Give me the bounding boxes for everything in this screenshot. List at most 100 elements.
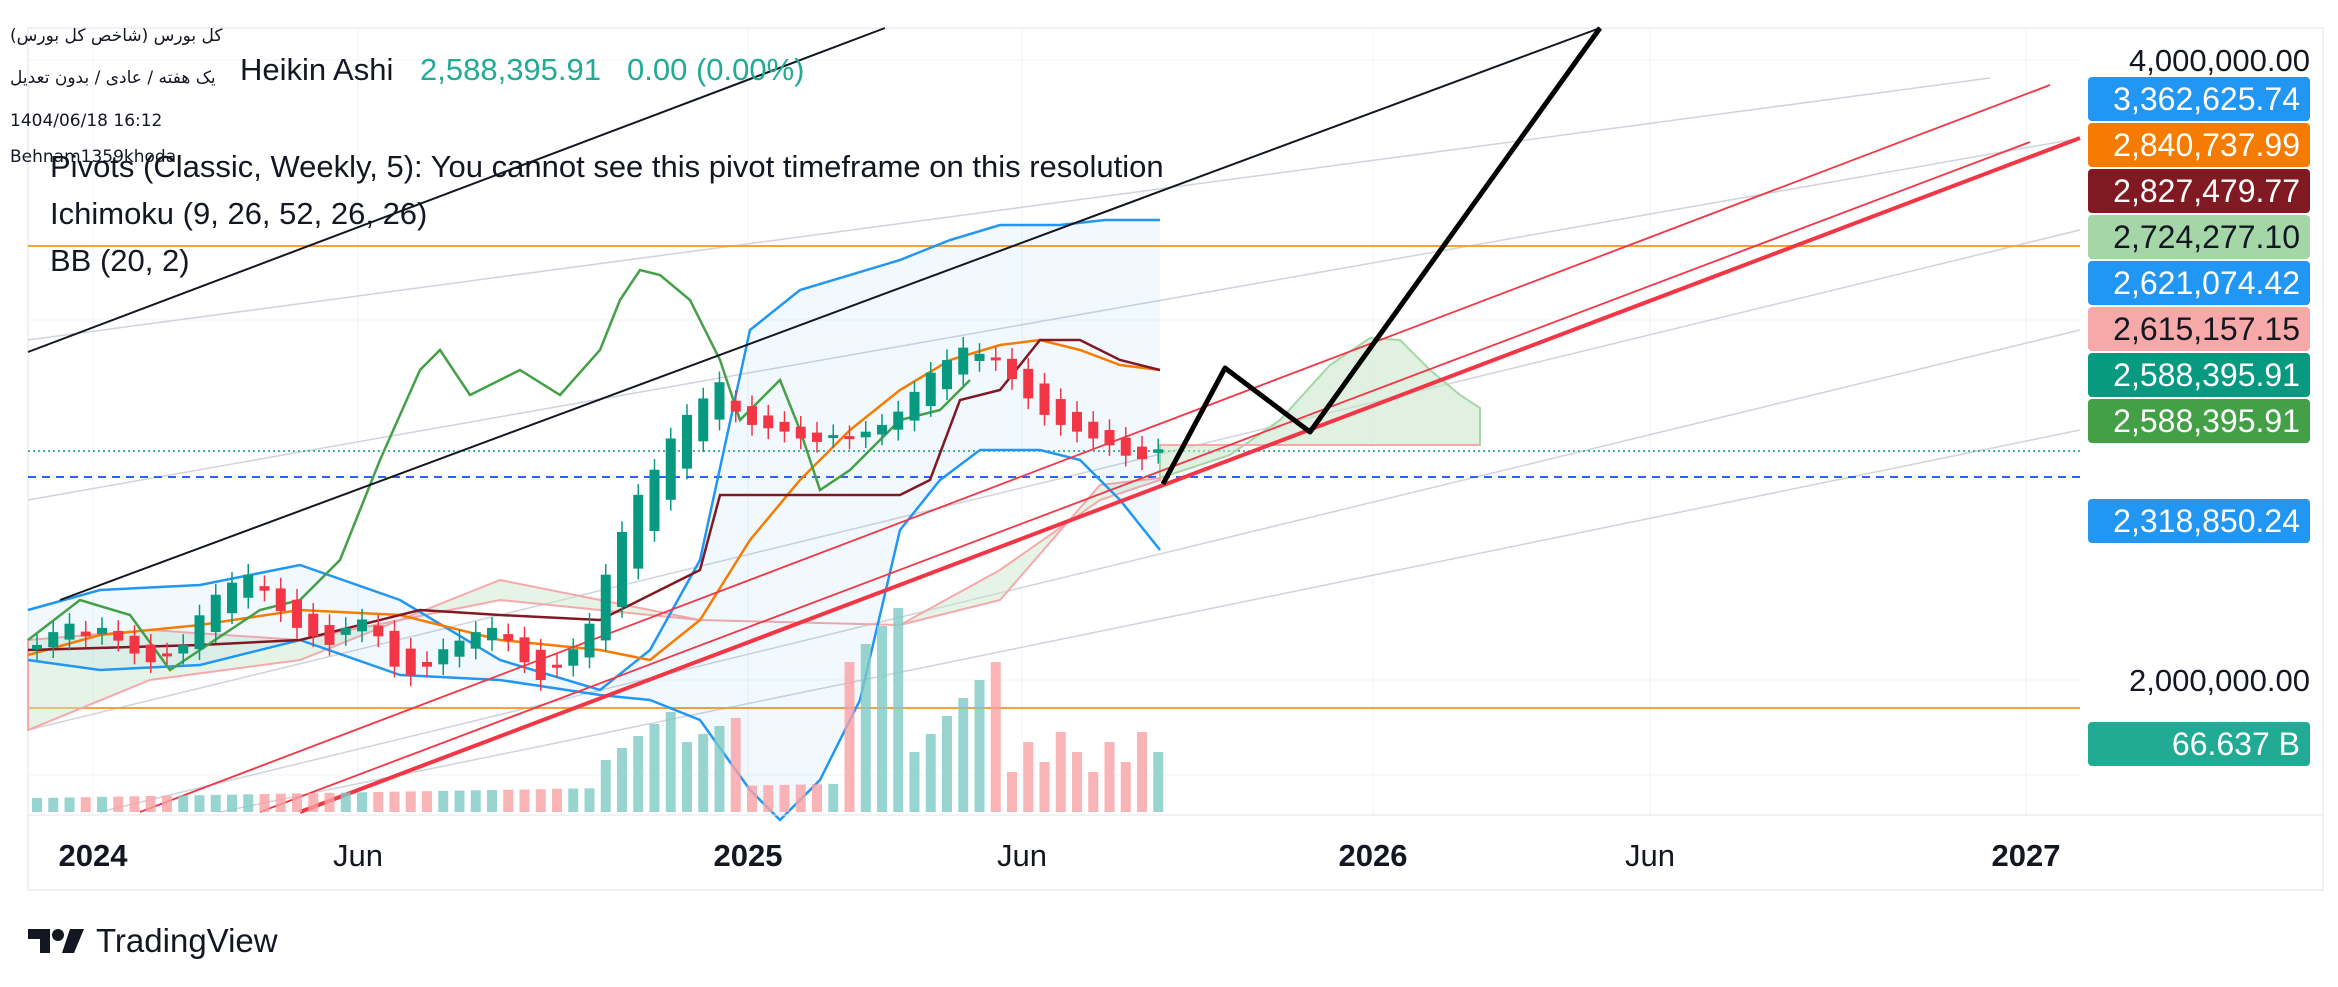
volume-bar <box>568 788 579 812</box>
volume-bar <box>48 797 59 812</box>
bb-upper <box>27 218 1160 692</box>
chart-frame <box>27 27 2324 891</box>
candle <box>438 649 449 665</box>
x-tick-label: Jun <box>1625 838 1675 873</box>
volume-bar <box>730 718 741 812</box>
candle <box>389 630 400 667</box>
candle <box>1104 430 1115 446</box>
x-axis-ticks: 2024 Jun 2025 Jun 2026 Jun 2027 <box>59 838 2061 873</box>
candle <box>324 624 335 645</box>
volume-bar <box>958 698 969 812</box>
svg-text:2,588,395.91: 2,588,395.91 <box>2113 357 2300 393</box>
candle <box>210 594 221 633</box>
volume-bar <box>405 791 416 812</box>
x-tick-label: 2026 <box>1339 838 1408 873</box>
candle <box>779 421 790 432</box>
volume-bar <box>812 784 822 812</box>
volume-bar <box>747 785 757 812</box>
svg-text:2,827,479.77: 2,827,479.77 <box>2113 173 2300 209</box>
pivots-indicator-label[interactable]: Pivots (Classic, Weekly, 5): You cannot … <box>50 149 1164 184</box>
candle <box>958 347 969 375</box>
candle <box>275 588 286 612</box>
candle <box>405 648 416 676</box>
candle <box>48 632 59 648</box>
candle <box>665 438 676 500</box>
volume-bar <box>1137 732 1147 812</box>
bb-background <box>28 220 1160 820</box>
candle <box>243 574 254 598</box>
volume-bar <box>340 792 351 812</box>
candle <box>990 357 1001 361</box>
volume-bar <box>210 794 221 812</box>
volume-bar <box>1055 732 1066 812</box>
volume-bar <box>909 752 920 812</box>
candle <box>633 494 644 569</box>
volume-bar <box>454 790 465 812</box>
volume-bar <box>584 788 595 812</box>
tradingview-logo-icon <box>28 929 84 953</box>
candle <box>519 637 530 663</box>
price-label: 2,588,395.91 <box>2088 399 2310 443</box>
grid-lines <box>28 28 2080 815</box>
candle <box>1153 449 1164 453</box>
volume-bar <box>1039 762 1050 812</box>
tradingview-logo[interactable]: TradingView <box>28 922 278 960</box>
volume-bar <box>925 734 936 812</box>
volume-bar <box>1007 772 1017 812</box>
candle <box>730 400 741 412</box>
candle <box>584 623 595 658</box>
last-price: 2,588,395.91 <box>420 52 602 87</box>
volume-bar <box>32 798 42 812</box>
price-change: 0.00 (0.00%) <box>627 52 805 87</box>
ichimoku-base <box>27 338 1161 652</box>
volume-bar <box>1153 752 1164 812</box>
candle <box>162 653 172 657</box>
price-label: 2,840,737.99 <box>2088 123 2310 167</box>
volume-bar <box>243 794 254 812</box>
volume-bar <box>860 644 871 812</box>
volume-bar <box>487 790 497 812</box>
volume-bar <box>877 626 887 812</box>
volume-bar <box>649 724 660 812</box>
candle <box>145 644 156 663</box>
candle <box>925 372 936 407</box>
candle <box>178 644 189 654</box>
candle <box>1088 421 1099 439</box>
volume-bar <box>1088 772 1099 812</box>
volume-bar <box>389 791 400 812</box>
volume-bar <box>373 792 384 812</box>
bb-indicator-label[interactable]: BB (20, 2) <box>50 243 190 278</box>
projection-path <box>1160 26 1603 486</box>
x-tick-label: 2024 <box>59 838 129 873</box>
volume-bar <box>1120 762 1131 812</box>
volume-bar <box>844 662 855 812</box>
trend-lines <box>27 27 2081 814</box>
candle <box>1055 399 1066 425</box>
candle <box>747 406 757 425</box>
volume-bar <box>145 796 156 812</box>
candle <box>649 469 660 531</box>
volume-bar <box>600 760 611 812</box>
volume-bar <box>763 785 774 812</box>
author-name: Behnam1359khoda <box>10 147 177 167</box>
volume-bar <box>552 788 562 812</box>
candle <box>227 582 237 614</box>
volume-bar <box>682 742 692 812</box>
price-label: 2,621,074.42 <box>2088 261 2310 305</box>
candle <box>535 649 546 680</box>
period-fa: یک هفته / عادی / بدون تعدیل <box>10 68 216 88</box>
volume-bar <box>178 795 189 812</box>
price-label: 2,615,157.15 <box>2088 307 2310 351</box>
ichimoku-indicator-label[interactable]: Ichimoku (9, 26, 52, 26, 26) <box>50 196 428 231</box>
candle <box>80 631 91 637</box>
volume-bar <box>97 796 107 812</box>
fan-lines <box>27 77 2081 813</box>
svg-text:2,724,277.10: 2,724,277.10 <box>2113 219 2300 255</box>
candle <box>682 414 692 469</box>
candle <box>909 391 920 421</box>
candle <box>340 627 351 635</box>
y-tick-label: 2,000,000.00 <box>2129 663 2310 698</box>
candle <box>698 398 709 442</box>
